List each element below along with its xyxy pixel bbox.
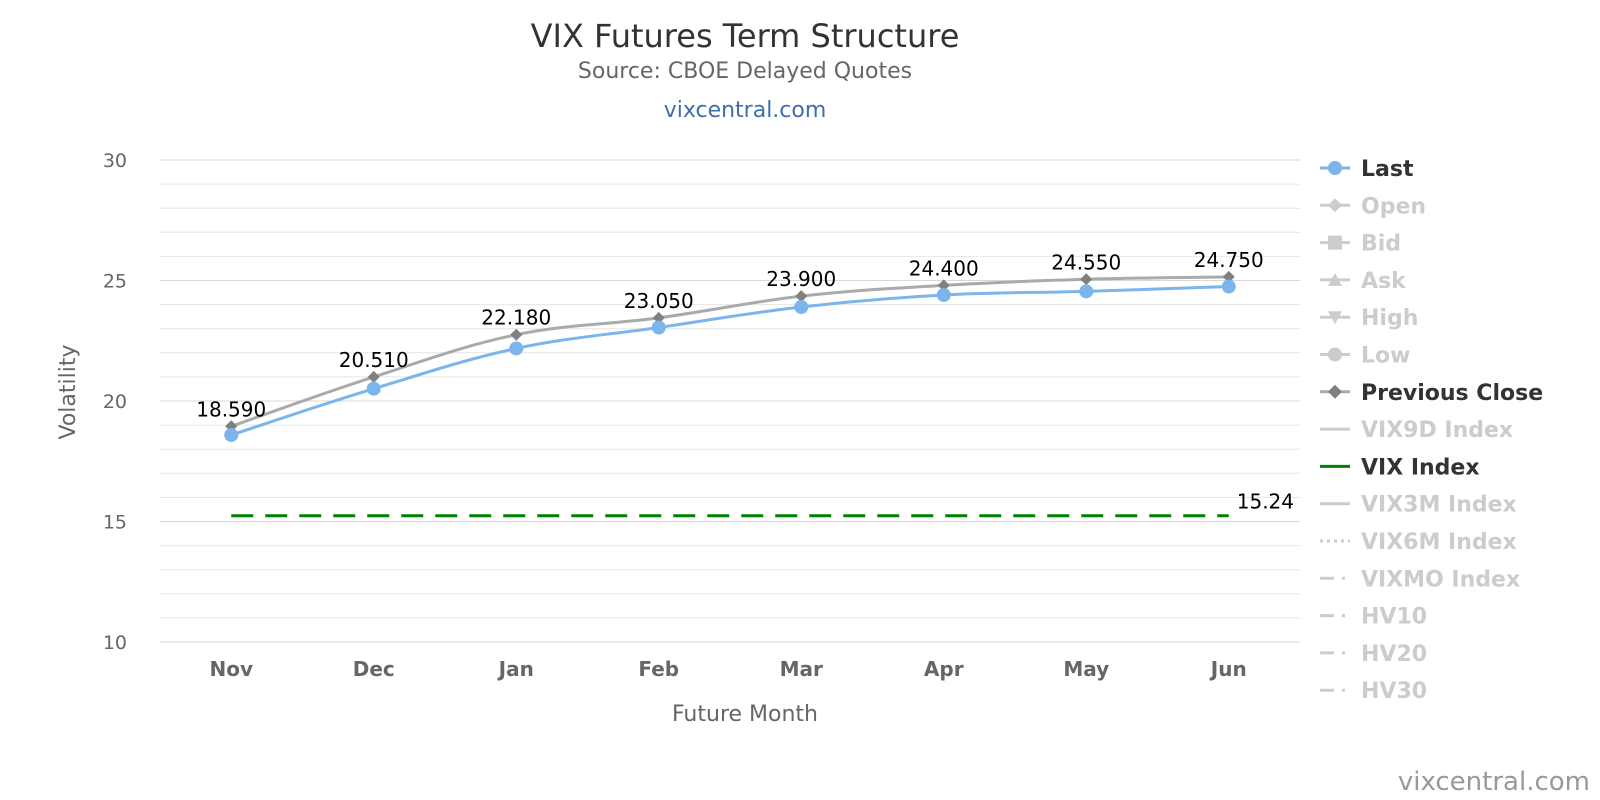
legend-item[interactable]: Ask <box>1320 269 1407 294</box>
legend-item[interactable]: Bid <box>1320 232 1401 257</box>
series-plot-area: 15.24 18.590 20.510 22.180 23.050 23.900 24.40… <box>196 248 1294 518</box>
legend-label: Low <box>1361 344 1410 369</box>
legend-item[interactable]: Previous Close <box>1320 381 1543 406</box>
data-label: 24.400 <box>909 256 979 280</box>
legend-item[interactable]: High <box>1320 306 1418 331</box>
last-point <box>651 320 666 335</box>
last-line <box>230 285 1229 437</box>
vixcentral-link[interactable]: vixcentral.com <box>664 98 827 123</box>
legend-label: Open <box>1361 194 1426 219</box>
y-tick-label: 10 <box>103 632 127 654</box>
vix-index-label: 15.24 <box>1237 490 1294 514</box>
last-point <box>366 381 381 396</box>
x-tick-label: May <box>1063 657 1109 681</box>
legend-item[interactable]: VIX6M Index <box>1320 530 1517 555</box>
data-label: 24.750 <box>1194 248 1264 272</box>
y-axis-ticks: 10 15 20 25 30 <box>103 150 127 654</box>
legend-label: Ask <box>1361 269 1407 294</box>
previous-close-point <box>937 279 950 292</box>
chart-title: VIX Futures Term Structure <box>531 17 960 55</box>
chart-subtitle: Source: CBOE Delayed Quotes <box>578 59 912 84</box>
previous-close-point <box>1080 273 1093 286</box>
legend-label: VIX9D Index <box>1361 418 1513 443</box>
last-point <box>224 427 239 442</box>
x-axis-ticks: Nov Dec Jan Feb Mar Apr May Jun <box>209 657 1246 681</box>
legend-label: Previous Close <box>1361 381 1543 406</box>
previous-close-point <box>652 311 665 324</box>
data-label: 18.590 <box>196 397 266 421</box>
legend-label: High <box>1361 306 1418 331</box>
x-tick-label: Nov <box>209 657 253 681</box>
legend-label: VIX3M Index <box>1361 493 1517 518</box>
legend-label: HV30 <box>1361 679 1427 704</box>
y-tick-label: 30 <box>103 150 127 172</box>
x-axis-title: Future Month <box>672 702 818 727</box>
data-label: 24.550 <box>1051 250 1121 274</box>
legend-item[interactable]: VIX3M Index <box>1320 493 1517 518</box>
last-point <box>794 300 809 315</box>
data-label: 23.050 <box>624 289 694 313</box>
legend-label: HV10 <box>1361 605 1427 630</box>
last-point <box>1221 279 1236 294</box>
x-tick-label: Feb <box>638 657 679 681</box>
y-tick-label: 15 <box>103 512 127 534</box>
gridlines <box>160 159 1300 643</box>
y-axis-title: Volatility <box>56 344 81 439</box>
legend-item[interactable]: VIXMO Index <box>1320 567 1520 592</box>
legend-item[interactable]: Last <box>1320 157 1414 182</box>
x-tick-label: Apr <box>924 657 964 681</box>
data-label: 20.510 <box>339 348 409 372</box>
y-tick-label: 20 <box>103 391 127 413</box>
legend-label: Last <box>1361 157 1414 182</box>
last-point <box>509 341 524 356</box>
last-point <box>936 287 951 302</box>
legend-label: VIXMO Index <box>1361 567 1520 592</box>
credit-link[interactable]: vixcentral.com <box>1398 767 1590 797</box>
y-tick-label: 25 <box>103 271 127 293</box>
data-label: 23.900 <box>766 267 836 291</box>
legend: Last Open Bid Ask High Low Previous Close VIX9D… <box>1320 157 1543 704</box>
legend-item[interactable]: Low <box>1320 344 1410 369</box>
legend-item[interactable]: HV10 <box>1320 605 1427 630</box>
previous-close-point <box>1222 270 1235 283</box>
legend-label: VIX Index <box>1361 455 1480 480</box>
last-point <box>1079 284 1094 299</box>
legend-item[interactable]: VIX9D Index <box>1320 418 1513 443</box>
x-tick-label: Jan <box>497 657 534 681</box>
legend-item[interactable]: HV20 <box>1320 642 1427 667</box>
previous-close-line <box>230 275 1229 428</box>
previous-close-point <box>510 328 523 341</box>
x-tick-label: Mar <box>780 657 823 681</box>
legend-label: HV20 <box>1361 642 1427 667</box>
previous-close-point <box>367 370 380 383</box>
legend-label: Bid <box>1361 232 1401 257</box>
x-tick-label: Dec <box>353 657 395 681</box>
legend-label: VIX6M Index <box>1361 530 1517 555</box>
data-label: 22.180 <box>481 306 551 330</box>
legend-item[interactable]: VIX Index <box>1320 455 1480 480</box>
legend-item[interactable]: Open <box>1320 194 1426 219</box>
previous-close-point <box>795 290 808 303</box>
legend-item[interactable]: HV30 <box>1320 679 1427 704</box>
x-tick-label: Jun <box>1209 657 1247 681</box>
